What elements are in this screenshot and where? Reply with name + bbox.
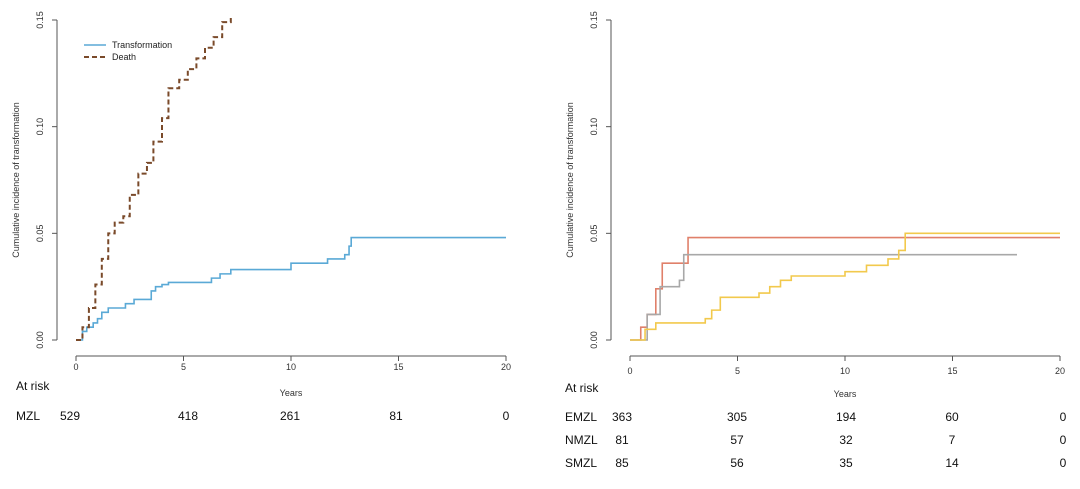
- at-risk-count: 305: [727, 410, 747, 424]
- y-axis-title: Cumulative incidence of transformation: [565, 102, 575, 258]
- at-risk-count: 0: [1060, 433, 1067, 447]
- at-risk-count: 0: [1060, 456, 1067, 470]
- x-axis-title: Years: [834, 389, 857, 399]
- x-tick-label: 5: [735, 366, 740, 376]
- series-line-curve-2: [630, 253, 1017, 341]
- series-line-transformation: [76, 236, 506, 341]
- x-tick-label: 10: [286, 362, 296, 372]
- at-risk-count: 7: [949, 433, 956, 447]
- series-line-curve-1: [630, 236, 1060, 341]
- y-tick-label: 0.05: [35, 225, 45, 243]
- y-tick-label: 0.15: [589, 11, 599, 29]
- legend-label: Death: [112, 52, 136, 62]
- x-tick-label: 20: [501, 362, 511, 372]
- at-risk-count: 60: [945, 410, 959, 424]
- at-risk-count: 418: [178, 409, 198, 423]
- x-tick-label: 0: [73, 362, 78, 372]
- at-risk-count: 32: [839, 433, 853, 447]
- y-tick-label: 0.15: [35, 11, 45, 29]
- at-risk-row-label: NMZL: [565, 433, 598, 447]
- at-risk-header: At risk: [16, 379, 50, 393]
- x-tick-label: 15: [393, 362, 403, 372]
- x-tick-label: 15: [947, 366, 957, 376]
- at-risk-row-label: EMZL: [565, 410, 597, 424]
- at-risk-row-label: SMZL: [565, 456, 597, 470]
- at-risk-count: 35: [839, 456, 853, 470]
- y-tick-label: 0.10: [589, 118, 599, 136]
- legend-label: Transformation: [112, 40, 172, 50]
- at-risk-count: 194: [836, 410, 856, 424]
- x-tick-label: 10: [840, 366, 850, 376]
- y-tick-label: 0.10: [35, 118, 45, 136]
- x-tick-label: 5: [181, 362, 186, 372]
- at-risk-header: At risk: [565, 381, 599, 395]
- y-tick-label: 0.05: [589, 225, 599, 243]
- y-tick-label: 0.00: [589, 331, 599, 349]
- at-risk-count: 0: [1060, 410, 1067, 424]
- chart-panel-1: 0 5 10 15 20 Years 0.00 0.05 0.10 0.15 Cumulative …: [11, 11, 511, 423]
- at-risk-count: 85: [615, 456, 629, 470]
- series-line-death: [76, 18, 232, 341]
- at-risk-count: 56: [730, 456, 744, 470]
- x-axis-title: Years: [280, 388, 303, 398]
- y-tick-label: 0.00: [35, 331, 45, 349]
- at-risk-count: 261: [280, 409, 300, 423]
- at-risk-count: 529: [60, 409, 80, 423]
- y-axis-title: Cumulative incidence of transformation: [11, 102, 21, 258]
- series-line-curve-3: [630, 232, 1060, 341]
- at-risk-row-label: MZL: [16, 409, 40, 423]
- at-risk-count: 81: [615, 433, 629, 447]
- x-tick-label: 0: [627, 366, 632, 376]
- at-risk-count: 0: [503, 409, 510, 423]
- chart-panel-2: 0 5 10 15 20 Years 0.00 0.05 0.10 0.15 Cumulative …: [565, 11, 1067, 470]
- at-risk-count: 81: [389, 409, 403, 423]
- at-risk-count: 363: [612, 410, 632, 424]
- at-risk-count: 57: [730, 433, 744, 447]
- at-risk-count: 14: [945, 456, 959, 470]
- x-tick-label: 20: [1055, 366, 1065, 376]
